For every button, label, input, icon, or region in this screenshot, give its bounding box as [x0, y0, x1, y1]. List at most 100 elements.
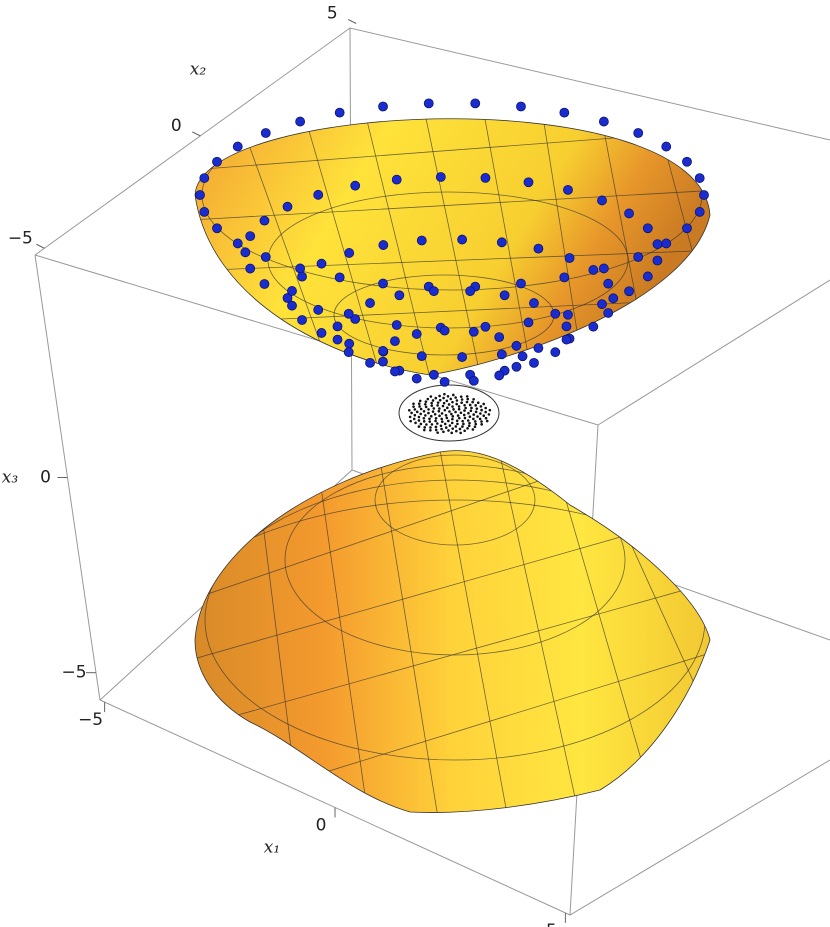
sample-point [343, 347, 354, 358]
sample-point [411, 373, 422, 384]
sample-point [332, 321, 343, 332]
sample-point [434, 419, 437, 423]
sample-point [471, 400, 474, 404]
sample-point [694, 173, 705, 183]
sample-point [260, 252, 271, 262]
sample-point [447, 419, 450, 423]
sample-point [480, 172, 491, 183]
sample-point [642, 223, 653, 234]
sample-point [457, 234, 468, 245]
sample-point [433, 412, 437, 416]
x-axis-title: x₁ [264, 838, 280, 858]
sample-point [434, 416, 438, 420]
sample-point [413, 408, 417, 411]
sample-point [295, 116, 306, 127]
sample-point [295, 263, 306, 274]
tick-label: −5 [8, 228, 33, 248]
sample-point [476, 401, 480, 405]
sample-point [458, 416, 461, 420]
sample-point [597, 299, 607, 310]
sample-point [412, 417, 416, 421]
sample-point [459, 431, 462, 435]
tick-label: 5 [546, 921, 557, 927]
sample-point [451, 400, 454, 404]
sample-point [287, 286, 297, 296]
sample-point [440, 412, 444, 415]
sample-point [444, 414, 448, 417]
sample-point [343, 308, 354, 319]
sample-point [463, 429, 466, 433]
sample-point [550, 347, 561, 358]
tick-mark [348, 19, 357, 24]
sample-point [444, 426, 448, 429]
sample-point [415, 410, 419, 414]
sample-point [429, 395, 433, 398]
sample-point [682, 223, 692, 234]
sample-point [454, 410, 457, 414]
sample-point [390, 336, 400, 347]
tick-label: 0 [171, 116, 182, 136]
sample-point [484, 410, 487, 414]
sample-point [282, 201, 293, 212]
sample-point [259, 279, 270, 289]
sample-point [472, 417, 475, 421]
sample-point [282, 293, 293, 303]
sample-point [466, 427, 469, 430]
tick-label: 0 [40, 468, 51, 488]
sample-point [467, 411, 470, 415]
sample-point [468, 326, 479, 337]
sample-point [476, 415, 479, 418]
sample-point [413, 413, 417, 417]
sample-point [456, 414, 460, 417]
sample-point [523, 317, 534, 328]
sample-point [232, 238, 243, 249]
sample-point [414, 421, 417, 425]
axes: x₁ x₂ x₃ −5 0 5 −5 0 5 −5 0 [2, 4, 566, 927]
sample-point [391, 174, 402, 185]
sample-point [459, 411, 463, 415]
sample-point [409, 419, 412, 423]
sample-point [694, 207, 705, 217]
sample-point [437, 409, 441, 413]
sample-point [482, 414, 486, 417]
sample-point [449, 397, 453, 401]
sample-point [431, 410, 435, 413]
sample-point [466, 419, 470, 422]
sample-point [416, 351, 427, 362]
sample-point [411, 329, 422, 339]
sample-point [494, 332, 505, 343]
sample-point [378, 101, 388, 112]
sample-point [661, 141, 672, 152]
tick-label: −5 [78, 710, 103, 730]
sample-point [446, 394, 450, 398]
sample-point [516, 101, 526, 112]
sample-point [436, 422, 439, 425]
sample-point [418, 405, 421, 408]
sample-point [429, 428, 432, 432]
sample-point [511, 340, 522, 351]
sample-point [424, 403, 427, 406]
sample-point [516, 278, 526, 289]
sample-point [465, 400, 469, 404]
sample-point [245, 231, 256, 242]
sample-point [533, 243, 544, 254]
sample-point [447, 429, 450, 432]
sample-point [484, 416, 488, 420]
sample-point [450, 431, 453, 435]
sample-point [455, 402, 458, 406]
sample-point [494, 370, 505, 381]
sample-point [633, 128, 644, 138]
sample-point [424, 405, 428, 409]
sample-point [378, 356, 388, 367]
sample-point [461, 425, 464, 428]
sample-point [462, 413, 466, 417]
sample-point [350, 180, 361, 191]
sample-point [458, 427, 462, 431]
sample-point [474, 422, 478, 426]
sample-point [416, 235, 427, 246]
sample-point [442, 401, 446, 405]
sample-point [563, 184, 573, 195]
sample-point [451, 415, 455, 418]
sample-point [485, 419, 489, 423]
sample-point [468, 421, 471, 425]
